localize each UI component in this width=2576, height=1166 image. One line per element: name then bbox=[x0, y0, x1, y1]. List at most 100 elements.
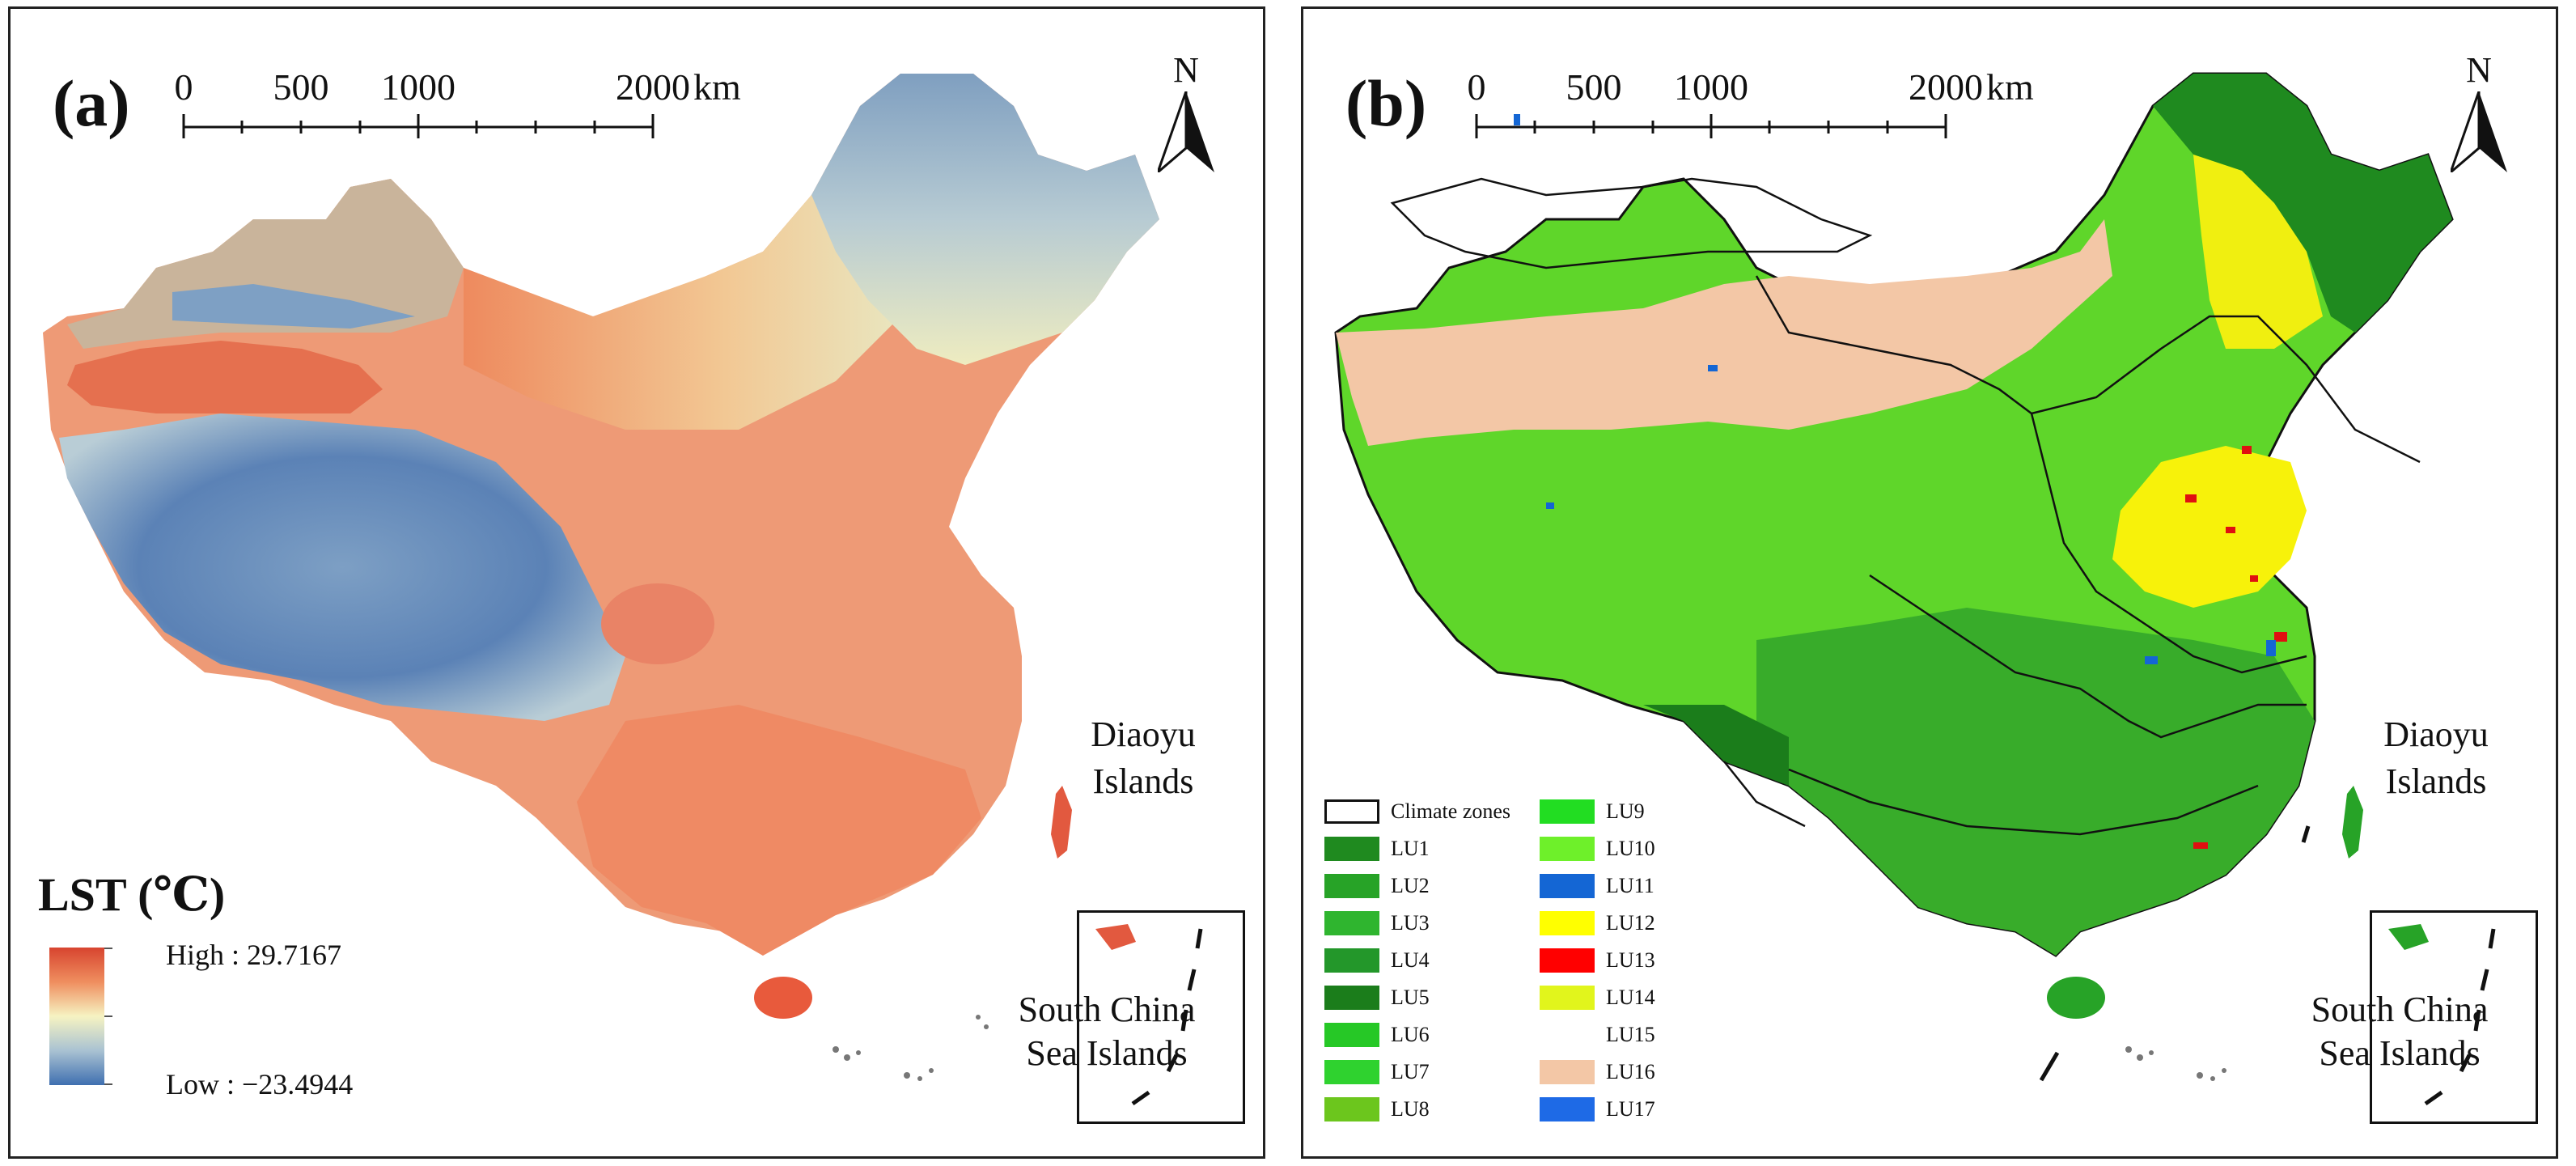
legend-swatch bbox=[1540, 911, 1595, 935]
taiwan bbox=[2342, 786, 2363, 859]
north-letter: N bbox=[1173, 50, 1199, 90]
lst-legend-title: LST (℃) bbox=[38, 868, 226, 921]
scale-tick-label: 1000 bbox=[381, 66, 455, 108]
diaoyu-islands-label: Diaoyu Islands bbox=[1054, 711, 1232, 805]
diaoyu-line-1: Diaoyu bbox=[2383, 714, 2489, 754]
scale-bar-line bbox=[1475, 114, 1947, 138]
legend-swatch bbox=[1540, 948, 1595, 973]
legend-label: LU5 bbox=[1391, 986, 1430, 1009]
legend-item: LU9 bbox=[1540, 795, 1645, 828]
scale-tick-label: 1000 bbox=[1674, 66, 1748, 108]
scale-bar: 0 500 1000 2000 km bbox=[175, 66, 741, 155]
legend-item: LU12 bbox=[1540, 907, 1655, 939]
panel-label: (a) bbox=[53, 66, 130, 140]
panel-label: (b) bbox=[1345, 66, 1427, 140]
scs-line-2: Sea Islands bbox=[2319, 1033, 2481, 1073]
scale-bar: 0 500 1000 2000 km bbox=[1468, 66, 2034, 155]
scale-tick-label: 0 bbox=[174, 66, 193, 108]
scale-unit: km bbox=[1986, 66, 2034, 108]
legend-item: LU4 bbox=[1324, 944, 1430, 977]
north-letter: N bbox=[2466, 50, 2492, 90]
landuse-legend: Climate zones LU1 LU2 LU3 LU4 LU5 LU6 LU7 LU8 LU9… bbox=[1324, 795, 1745, 1135]
legend-item: LU8 bbox=[1324, 1093, 1430, 1126]
legend-item: LU7 bbox=[1324, 1056, 1430, 1088]
diaoyu-line-2: Islands bbox=[1092, 761, 1194, 801]
south-china-sea-label: South China Sea Islands bbox=[2282, 988, 2517, 1075]
legend-item: LU14 bbox=[1540, 982, 1655, 1014]
lst-high-label: High : 29.7167 bbox=[166, 939, 342, 971]
diaoyu-islands-label: Diaoyu Islands bbox=[2347, 711, 2525, 805]
legend-label: LU14 bbox=[1606, 986, 1655, 1009]
legend-label: Climate zones bbox=[1391, 799, 1511, 823]
legend-swatch bbox=[1324, 1097, 1379, 1121]
legend-label: LU16 bbox=[1606, 1060, 1655, 1083]
north-arrow-icon bbox=[1158, 91, 1214, 172]
legend-swatch bbox=[1540, 1023, 1595, 1047]
legend-label: LU8 bbox=[1391, 1097, 1430, 1121]
lst-low-label: Low : −23.4944 bbox=[166, 1068, 354, 1100]
scale-tick-label: 2000 bbox=[1909, 66, 1983, 108]
panel-a-lst-map: (a) 0 500 1000 2000 km N Diaoyu Islands bbox=[8, 6, 1265, 1159]
legend-item: LU17 bbox=[1540, 1093, 1655, 1126]
legend-item: Climate zones bbox=[1324, 795, 1510, 828]
north-arrow-icon bbox=[2451, 91, 2507, 172]
south-china-sea-label: South China Sea Islands bbox=[989, 988, 1224, 1075]
legend-label: LU4 bbox=[1391, 948, 1430, 972]
legend-item: LU15 bbox=[1540, 1019, 1655, 1051]
scs-line-2: Sea Islands bbox=[1026, 1033, 1188, 1073]
legend-swatch bbox=[1324, 799, 1379, 824]
diaoyu-line-2: Islands bbox=[2385, 761, 2487, 801]
legend-label: LU12 bbox=[1606, 911, 1655, 935]
taiwan bbox=[1051, 786, 1072, 859]
ramp-tick bbox=[104, 1083, 112, 1085]
legend-item: LU13 bbox=[1540, 944, 1655, 977]
ramp-tick bbox=[104, 1015, 112, 1017]
legend-swatch bbox=[1324, 948, 1379, 973]
scale-tick-label: 0 bbox=[1467, 66, 1486, 108]
legend-item: LU10 bbox=[1540, 833, 1655, 865]
legend-label: LU2 bbox=[1391, 874, 1430, 897]
legend-item: LU6 bbox=[1324, 1019, 1430, 1051]
legend-label: LU10 bbox=[1606, 837, 1655, 860]
legend-swatch bbox=[1324, 1023, 1379, 1047]
legend-label: LU15 bbox=[1606, 1023, 1655, 1046]
legend-label: LU6 bbox=[1391, 1023, 1430, 1046]
legend-item: LU3 bbox=[1324, 907, 1430, 939]
legend-item: LU16 bbox=[1540, 1056, 1655, 1088]
hainan bbox=[2047, 977, 2105, 1019]
scale-unit: km bbox=[693, 66, 741, 108]
lst-map bbox=[43, 74, 1159, 1081]
scs-line-1: South China bbox=[2311, 990, 2489, 1029]
legend-item: LU5 bbox=[1324, 982, 1430, 1014]
legend-label: LU9 bbox=[1606, 799, 1645, 823]
legend-swatch bbox=[1324, 874, 1379, 898]
legend-label: LU3 bbox=[1391, 911, 1430, 935]
legend-swatch bbox=[1540, 1097, 1595, 1121]
legend-label: LU1 bbox=[1391, 837, 1430, 860]
scale-tick-label: 500 bbox=[273, 66, 329, 108]
legend-swatch bbox=[1324, 837, 1379, 861]
lst-color-ramp bbox=[49, 948, 104, 1085]
landuse-map bbox=[1334, 72, 2454, 1082]
legend-swatch bbox=[1540, 1060, 1595, 1084]
ramp-tick bbox=[104, 948, 112, 949]
legend-label: LU13 bbox=[1606, 948, 1655, 972]
legend-swatch bbox=[1324, 986, 1379, 1010]
scale-bar-line bbox=[182, 114, 655, 138]
south-china-sea-inset bbox=[1077, 910, 1245, 1124]
legend-label: LU17 bbox=[1606, 1097, 1655, 1121]
scale-tick-label: 2000 bbox=[616, 66, 690, 108]
legend-item: LU1 bbox=[1324, 833, 1430, 865]
north-arrow: N bbox=[1158, 49, 1214, 179]
inset-map bbox=[2388, 924, 2496, 1106]
legend-label: LU11 bbox=[1606, 874, 1654, 897]
hainan bbox=[754, 977, 812, 1019]
legend-label: LU7 bbox=[1391, 1060, 1430, 1083]
legend-item: LU2 bbox=[1324, 870, 1430, 902]
legend-swatch bbox=[1540, 874, 1595, 898]
legend-swatch bbox=[1324, 1060, 1379, 1084]
legend-swatch bbox=[1540, 837, 1595, 861]
legend-swatch bbox=[1324, 911, 1379, 935]
scale-tick-label: 500 bbox=[1566, 66, 1622, 108]
panel-b-landuse-map: (b) 0 500 1000 2000 km N Diaoyu Islands bbox=[1301, 6, 2558, 1159]
